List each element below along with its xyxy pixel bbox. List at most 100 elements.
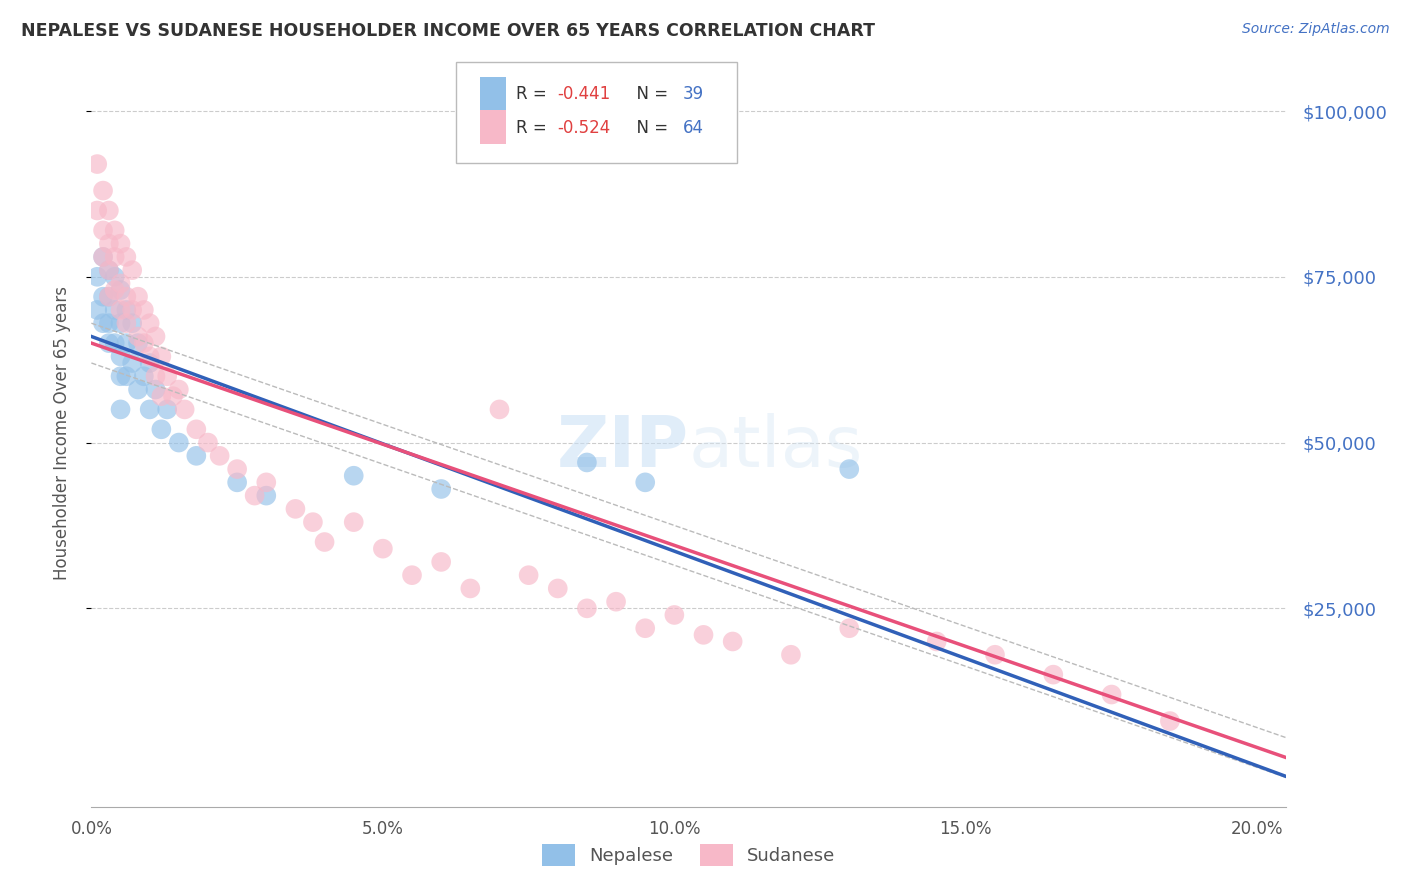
Point xyxy=(1101,688,1123,702)
Point xyxy=(838,621,860,635)
Point xyxy=(97,290,120,304)
Point xyxy=(226,462,249,476)
Point xyxy=(167,383,190,397)
Point xyxy=(104,302,127,317)
Point xyxy=(186,422,208,436)
Point xyxy=(115,302,138,317)
Point xyxy=(115,336,138,351)
Point xyxy=(226,475,249,490)
Text: Source: ZipAtlas.com: Source: ZipAtlas.com xyxy=(1241,22,1389,37)
Point xyxy=(91,223,114,237)
Point xyxy=(121,316,143,330)
Point xyxy=(86,302,108,317)
Point xyxy=(145,369,167,384)
Point xyxy=(343,468,366,483)
FancyBboxPatch shape xyxy=(456,62,737,163)
Point xyxy=(97,263,120,277)
Text: N =: N = xyxy=(626,85,673,103)
Point xyxy=(97,203,120,218)
Point xyxy=(127,290,149,304)
Point xyxy=(634,621,657,635)
Point xyxy=(104,283,127,297)
Point xyxy=(721,634,744,648)
Point xyxy=(1159,714,1181,728)
Point xyxy=(664,607,686,622)
Point xyxy=(925,634,948,648)
Legend: Nepalese, Sudanese: Nepalese, Sudanese xyxy=(536,837,842,873)
Point xyxy=(605,595,627,609)
Point xyxy=(104,223,127,237)
Point xyxy=(132,336,155,351)
Point xyxy=(121,356,143,370)
Point xyxy=(132,302,155,317)
Point xyxy=(138,356,160,370)
Point xyxy=(547,582,569,596)
Point xyxy=(838,462,860,476)
Point xyxy=(91,250,114,264)
Point xyxy=(254,489,277,503)
Point xyxy=(138,316,160,330)
Point xyxy=(115,250,138,264)
Point xyxy=(110,316,132,330)
Text: -0.441: -0.441 xyxy=(558,85,610,103)
Point xyxy=(110,302,132,317)
Point xyxy=(460,582,482,596)
Point xyxy=(984,648,1007,662)
Text: ZIP: ZIP xyxy=(557,413,689,482)
Point xyxy=(302,515,325,529)
Point xyxy=(110,236,132,251)
Point xyxy=(127,383,149,397)
Point xyxy=(115,369,138,384)
Point xyxy=(91,250,114,264)
Point xyxy=(634,475,657,490)
Point xyxy=(110,369,132,384)
Point xyxy=(343,515,366,529)
Point xyxy=(254,475,277,490)
Text: R =: R = xyxy=(516,85,551,103)
Point xyxy=(371,541,394,556)
Point xyxy=(284,501,307,516)
Point xyxy=(780,648,803,662)
Point xyxy=(110,277,132,291)
Point xyxy=(1042,667,1064,681)
Point xyxy=(692,628,714,642)
Point xyxy=(162,389,184,403)
Point xyxy=(430,482,453,496)
Point xyxy=(104,250,127,264)
Point xyxy=(150,422,173,436)
Point xyxy=(110,283,132,297)
Point xyxy=(314,535,336,549)
Text: atlas: atlas xyxy=(689,413,863,482)
Point xyxy=(173,402,195,417)
Point xyxy=(138,402,160,417)
Point xyxy=(97,236,120,251)
Point xyxy=(186,449,208,463)
Point xyxy=(138,350,160,364)
Point xyxy=(115,290,138,304)
Point xyxy=(167,435,190,450)
Point xyxy=(91,184,114,198)
Point xyxy=(86,157,108,171)
Point xyxy=(127,329,149,343)
Point xyxy=(150,350,173,364)
Point xyxy=(132,369,155,384)
Point xyxy=(127,336,149,351)
Text: 39: 39 xyxy=(683,85,704,103)
Point xyxy=(91,290,114,304)
Point xyxy=(97,290,120,304)
Point xyxy=(401,568,423,582)
Point xyxy=(104,269,127,284)
Point xyxy=(517,568,540,582)
Text: N =: N = xyxy=(626,119,673,136)
Point xyxy=(110,350,132,364)
Point xyxy=(97,263,120,277)
Point xyxy=(156,369,179,384)
Y-axis label: Householder Income Over 65 years: Householder Income Over 65 years xyxy=(52,285,70,580)
Point xyxy=(208,449,231,463)
Text: -0.524: -0.524 xyxy=(558,119,610,136)
FancyBboxPatch shape xyxy=(479,111,506,145)
Point xyxy=(115,316,138,330)
Text: R =: R = xyxy=(516,119,551,136)
Point xyxy=(121,263,143,277)
Point xyxy=(86,269,108,284)
